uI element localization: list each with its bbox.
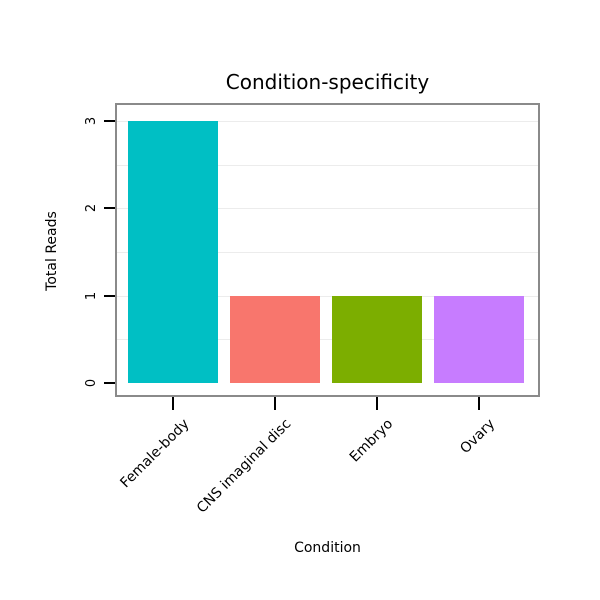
bar-female-body xyxy=(128,121,218,383)
y-tick xyxy=(104,294,115,297)
y-tick-label: 2 xyxy=(84,204,99,213)
y-axis-label: Total Reads xyxy=(44,211,60,291)
x-tick xyxy=(172,397,174,410)
x-tick-label-embryo: Embryo xyxy=(346,416,397,466)
bar-cns-imaginal-disc xyxy=(230,295,320,383)
x-tick-label-female-body: Female-body xyxy=(117,416,193,492)
gridline xyxy=(117,339,538,341)
y-tick-label: 0 xyxy=(84,378,99,388)
y-tick-label: 3 xyxy=(84,116,99,126)
bar-embryo xyxy=(332,295,422,383)
x-tick xyxy=(478,397,480,410)
y-tick xyxy=(104,382,115,384)
plot-panel xyxy=(115,103,540,397)
chart-title: Condition-specificity xyxy=(225,70,430,94)
gridline xyxy=(117,252,538,253)
bar-ovary xyxy=(434,295,524,383)
x-tick-label-cns-imaginal-disc: CNS imaginal disc xyxy=(193,416,295,517)
gridline xyxy=(117,164,538,166)
gridline xyxy=(117,121,538,122)
x-tick xyxy=(376,397,378,410)
gridline xyxy=(117,295,538,297)
x-tick xyxy=(274,397,276,410)
y-tick-label: 1 xyxy=(84,291,99,300)
y-tick xyxy=(104,120,115,122)
gridline xyxy=(117,208,538,210)
y-tick xyxy=(104,207,115,210)
x-axis-label: Condition xyxy=(294,540,361,556)
x-tick-label-ovary: Ovary xyxy=(457,416,499,457)
